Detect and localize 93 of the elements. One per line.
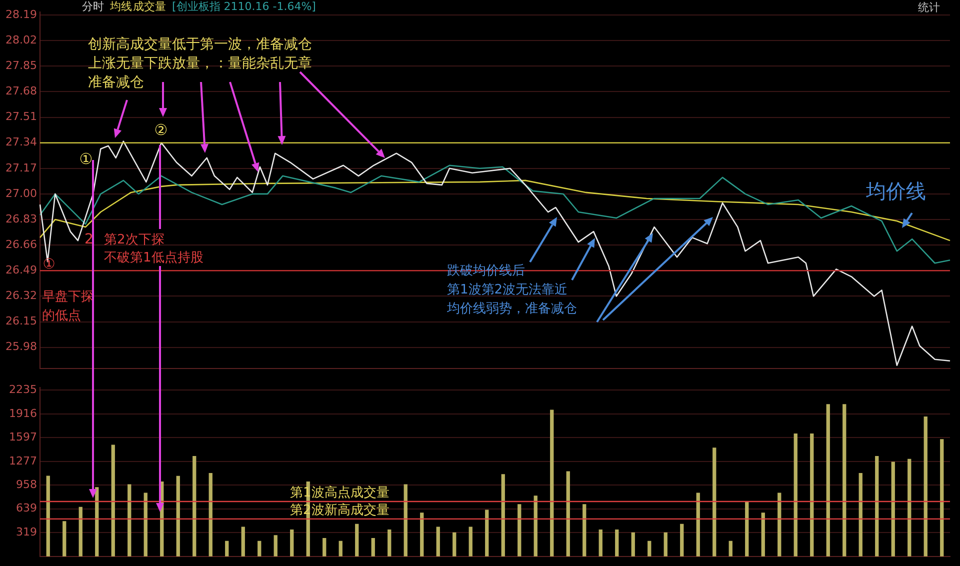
bar [826,404,830,556]
bar [241,526,245,556]
bar [290,530,294,556]
annotation: 均价线 [865,179,926,204]
y-tick-label: 958 [16,478,37,492]
annotation: 统计 [918,0,940,14]
annotation: 不破第1低点持股 [104,250,204,266]
y-tick-label: 27.68 [6,84,37,98]
bar [680,524,684,556]
bar [274,535,278,556]
annotation: 第1波第2波无法靠近 [447,282,568,298]
y-tick-label: 26.66 [6,238,37,251]
bar [566,471,570,556]
annotation: 准备减仓 [88,74,144,91]
annotation: 均线 [109,0,132,13]
bar [404,484,408,556]
bar [371,538,375,556]
bar [501,474,505,556]
y-tick-label: 28.02 [6,33,37,46]
y-tick-label: 26.83 [6,212,37,226]
annotation: ② [154,120,168,139]
y-tick-label: 1916 [9,406,37,420]
bar [355,524,359,556]
bar [615,530,619,556]
bar [225,540,229,556]
bar [128,484,132,556]
bar [712,448,716,556]
bar [468,526,472,556]
bar [62,521,66,556]
annotation: [创业板指 2110.16 -1.64%] [172,0,316,13]
bar [338,540,342,556]
y-tick-label: 26.15 [6,314,37,328]
y-tick-label: 2235 [9,383,37,396]
bar [420,512,424,556]
bar [534,496,538,556]
y-tick-label: 27.17 [6,161,37,174]
bar [598,530,602,556]
bar [111,444,115,556]
bar [842,404,846,556]
y-tick-label: 27.00 [6,186,37,200]
bar [778,492,782,556]
annotation: 第2次下探 [104,232,164,248]
y-tick-label: 319 [16,526,37,539]
y-tick-label: 28.19 [6,8,37,21]
annotation: 成交量 [133,0,166,13]
bar [388,530,392,556]
annotation: 分时 [82,0,104,13]
bar [631,532,635,556]
bar [46,476,50,556]
bar [485,510,489,556]
bar [436,526,440,556]
bar [891,462,895,556]
y-tick-label: 26.32 [6,289,37,302]
y-tick-label: 27.51 [6,110,37,124]
bar [322,538,326,556]
bar [208,473,212,556]
bar [144,492,148,556]
y-tick-label: 26.49 [6,264,37,277]
annotation: ① [42,256,56,273]
annotation: 上涨无量下跌放量，：量能杂乱无章 [88,56,312,72]
y-tick-label: 27.85 [6,58,37,72]
bar [858,473,862,556]
bar [582,504,586,556]
bar [176,476,180,556]
bar [761,512,765,556]
bar [78,506,82,556]
bar [875,456,879,556]
bar [696,492,700,556]
bar [728,540,732,556]
bar [664,532,668,556]
annotation: ① [79,150,93,168]
y-tick-label: 639 [16,502,37,515]
bar [794,433,798,556]
annotation: 均价线弱势，准备减仓 [446,301,577,316]
y-tick-label: 1277 [9,454,37,468]
bar [924,416,928,556]
bar [908,458,912,556]
y-tick-label: 27.34 [6,136,37,149]
annotation: 创新高成交量低于第一波，准备减仓 [88,36,312,53]
y-tick-label: 1597 [9,430,37,444]
annotation: 的低点 [42,308,81,324]
bar [745,501,749,556]
bar [940,439,944,556]
bar [518,504,522,556]
bar [550,410,554,556]
y-tick-label: 25.98 [6,340,37,354]
bar [810,433,814,556]
bar [192,456,196,556]
bar [258,540,262,556]
ref-line-label: 第1波高点成交量 [290,484,390,500]
bar [648,540,652,556]
bar [452,532,456,556]
annotation: 2 [84,232,94,248]
